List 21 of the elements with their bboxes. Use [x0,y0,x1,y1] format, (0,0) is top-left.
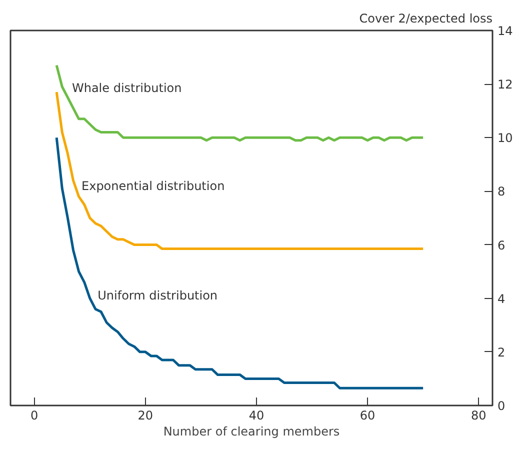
series-label: Whale distribution [72,81,182,96]
line-series [55,90,424,250]
y-tick-label: 14 [498,24,513,38]
series-label: Exponential distribution [82,178,225,193]
y-tick-label: 2 [498,345,506,360]
line-series [55,136,424,390]
y-tick-label: 12 [498,78,513,92]
y-axis-title: Cover 2/expected loss [359,12,492,26]
x-tick-label: 20 [138,408,154,422]
line-series [55,64,424,142]
y-tick-label: 10 [498,131,513,146]
x-tick-label: 0 [30,408,38,422]
y-tick-label: 6 [498,238,506,252]
y-tick-label: 8 [498,184,506,199]
x-tick-label: 80 [470,408,486,422]
x-tick-label: 60 [360,408,376,422]
x-axis-title: Number of clearing members [163,424,340,438]
y-tick-label: 0 [498,399,506,413]
x-tick-label: 40 [248,408,264,422]
series-label: Uniform distribution [98,288,218,303]
y-tick-label: 4 [498,292,506,306]
